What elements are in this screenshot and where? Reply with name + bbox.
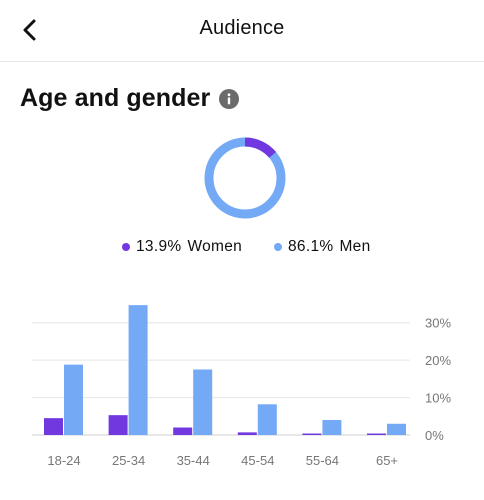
- section-heading: Age and gender: [20, 84, 240, 113]
- x-tick-label: 18-24: [47, 453, 80, 468]
- y-tick-label: 0%: [425, 428, 444, 443]
- x-tick-label: 45-54: [241, 453, 274, 468]
- x-tick-label: 55-64: [306, 453, 339, 468]
- bar-men-18-24: [64, 364, 83, 435]
- donut-women-segment: [204, 137, 286, 219]
- bar-men-25-34: [128, 305, 148, 435]
- legend-dot-women: [122, 243, 130, 251]
- gender-donut-chart: [204, 137, 286, 219]
- info-button[interactable]: [219, 88, 240, 109]
- y-tick-label: 30%: [425, 316, 451, 331]
- x-tick-label: 35-44: [177, 453, 210, 468]
- legend-men-label: Men: [339, 238, 371, 255]
- legend-men: 86.1% Men: [274, 238, 371, 256]
- bar-women-25-34: [108, 415, 128, 435]
- bar-women-45-54: [237, 432, 257, 435]
- info-icon: [227, 92, 231, 104]
- bar-men-35-44: [193, 369, 213, 435]
- y-tick-label: 20%: [425, 353, 451, 368]
- legend-women-label: Women: [187, 238, 243, 255]
- bar-women-55-64: [302, 433, 322, 435]
- bar-women-18-24: [44, 418, 63, 435]
- legend-women-pct: 13.9%: [136, 238, 182, 255]
- bar-men-45-54: [257, 404, 277, 435]
- y-tick-label: 10%: [425, 391, 451, 406]
- back-button[interactable]: [14, 14, 46, 46]
- x-tick-label: 65+: [376, 453, 398, 468]
- legend-women: 13.9% Women: [122, 238, 242, 256]
- age-bar-chart: 30% 20% 10% 0% 18-24 25-34 35-44 45-54 55-64 65+: [32, 305, 451, 468]
- legend-dot-men: [274, 243, 282, 251]
- gender-legend: 13.9% Women 86.1% Men: [0, 238, 484, 260]
- section-title-text: Age and gender: [20, 84, 211, 112]
- bar-men-55-64: [322, 420, 342, 435]
- bar-women-35-44: [173, 427, 193, 435]
- legend-men-pct: 86.1%: [288, 238, 334, 255]
- chevron-left-icon: [23, 19, 36, 41]
- bar-men-65+: [387, 423, 406, 435]
- bar-women-65+: [367, 433, 386, 435]
- top-bar: Audience: [0, 0, 484, 62]
- x-tick-label: 25-34: [112, 453, 145, 468]
- page-title: Audience: [199, 17, 285, 39]
